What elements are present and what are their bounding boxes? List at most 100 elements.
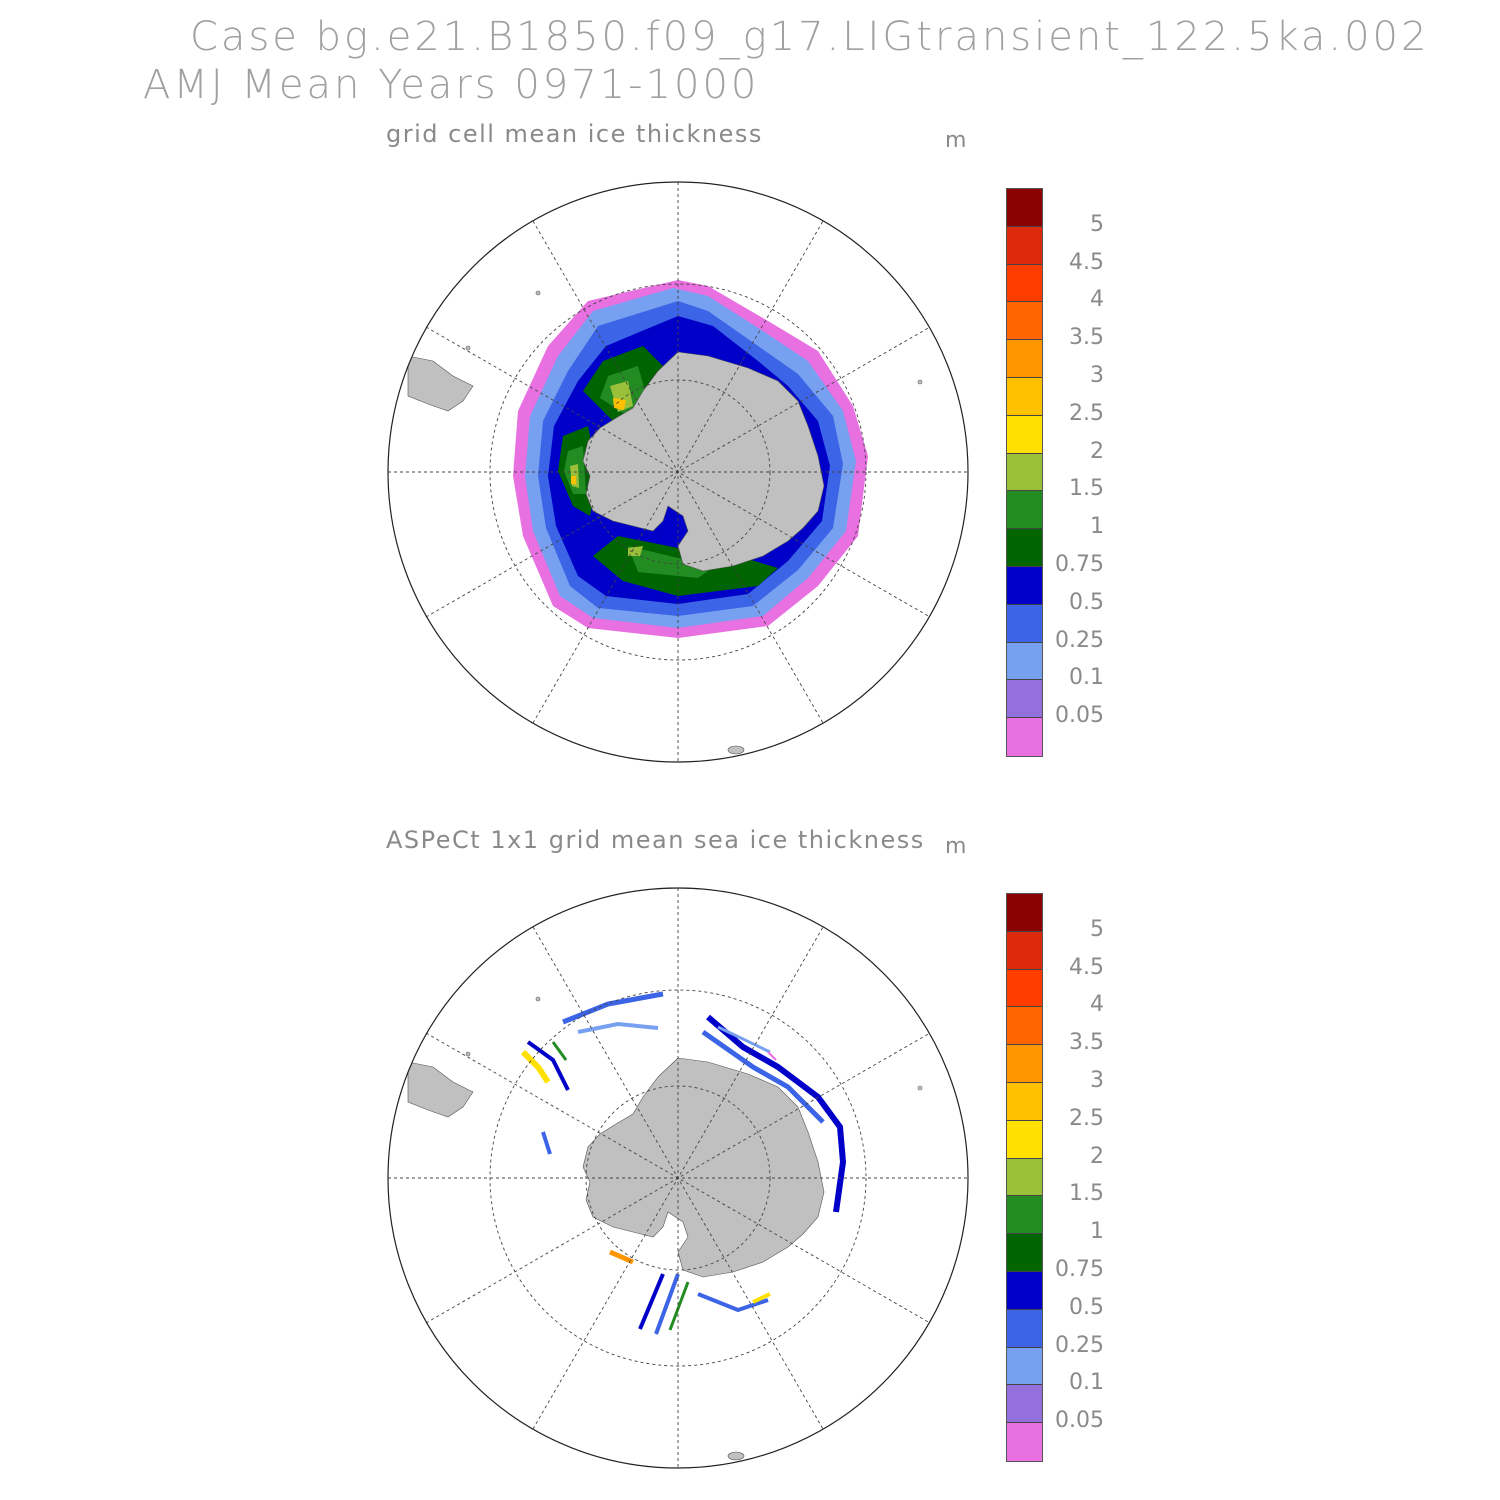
colorbar-segment	[1007, 1082, 1042, 1121]
colorbar-segment	[1007, 264, 1042, 303]
colorbar-segment	[1007, 1385, 1042, 1424]
map-boundary	[387, 887, 969, 1469]
colorbar-label: 0.1	[1069, 1370, 1104, 1396]
colorbar-segment	[1007, 604, 1042, 643]
ice-band-2.5	[571, 398, 626, 484]
colorbar-label: 0.5	[1069, 589, 1104, 615]
island-marker	[535, 996, 541, 1002]
island-marker	[727, 1451, 745, 1461]
colorbar-segment	[1007, 302, 1042, 341]
colorbar-label: 1	[1090, 1219, 1104, 1245]
colorbar-label: 3.5	[1069, 325, 1104, 351]
panel1-unit: m	[945, 128, 967, 153]
island-marker	[917, 1085, 923, 1091]
colorbar-label: 0.05	[1055, 703, 1104, 729]
colorbar-label: 5	[1090, 916, 1104, 942]
colorbar-panel1	[1006, 188, 1043, 757]
colorbar-label: 0.1	[1069, 665, 1104, 691]
ice-band-0.75	[558, 346, 778, 596]
colorbar-label: 4.5	[1069, 954, 1104, 980]
track-ross-d	[697, 1292, 769, 1313]
colorbar-label: 4	[1090, 287, 1104, 313]
map-boundary	[387, 181, 969, 763]
colorbar-label: 0.75	[1055, 552, 1104, 577]
colorbar-panel2	[1006, 893, 1043, 1462]
track-weddell-2	[577, 1021, 659, 1034]
island-marker	[465, 345, 471, 351]
panel1-title: grid cell mean ice thickness	[386, 120, 763, 148]
track-peninsula-3	[551, 1041, 568, 1061]
colorbar-label: 3	[1090, 1068, 1104, 1093]
colorbar-label: 0.05	[1055, 1408, 1104, 1434]
colorbar-segment	[1007, 415, 1042, 454]
aspect-ice-thickness-map	[387, 887, 969, 1469]
colorbar-label: 1	[1090, 514, 1104, 540]
colorbar-segment	[1007, 1234, 1042, 1272]
colorbar-segment	[1007, 969, 1042, 1008]
track-weddell	[562, 991, 664, 1025]
track-ross-c	[668, 1281, 690, 1331]
colorbar-segment	[1007, 642, 1042, 681]
graticule	[388, 182, 968, 762]
colorbar-label: 2	[1090, 438, 1104, 464]
panel2-unit: m	[945, 834, 967, 859]
track-ross-b	[654, 1273, 680, 1335]
figure-title-period: AMJ Mean Years 0971-1000	[143, 62, 760, 108]
colorbar-segment	[1007, 529, 1042, 567]
antarctica-land	[582, 1057, 825, 1278]
colorbar-segment	[1007, 1423, 1042, 1461]
colorbar-segment	[1007, 894, 1042, 932]
colorbar-segment	[1007, 1007, 1042, 1046]
graticule	[388, 888, 968, 1468]
colorbar-label: 2.5	[1069, 1105, 1104, 1131]
colorbar-label: 0.25	[1055, 627, 1104, 653]
colorbar-segment	[1007, 1158, 1042, 1197]
south-america-land	[407, 355, 474, 412]
antarctica-land	[582, 351, 825, 572]
colorbar-label: 0.75	[1055, 1257, 1104, 1282]
island-marker	[465, 1051, 471, 1057]
figure-title-case: Case bg.e21.B1850.f09_g17.LIGtransient_1…	[190, 14, 1430, 60]
colorbar-label: 1.5	[1069, 476, 1104, 502]
colorbar-segment	[1007, 453, 1042, 492]
colorbar-label: 1.5	[1069, 1181, 1104, 1207]
colorbar-segment	[1007, 1309, 1042, 1348]
colorbar-segment	[1007, 1196, 1042, 1235]
model-ice-thickness-map	[387, 181, 969, 763]
track-pink	[767, 1051, 777, 1061]
colorbar-label: 5	[1090, 211, 1104, 237]
island-marker	[727, 745, 745, 755]
panel2-title: ASPeCt 1x1 grid mean sea ice thickness	[386, 826, 925, 854]
colorbar-segment	[1007, 377, 1042, 416]
track-peninsula	[520, 1049, 551, 1084]
track-ross-a	[638, 1273, 665, 1330]
colorbar-segment	[1007, 566, 1042, 605]
colorbar-segment	[1007, 226, 1042, 265]
track-amundsen	[609, 1249, 634, 1265]
colorbar-label: 3	[1090, 363, 1104, 388]
colorbar-label: 3.5	[1069, 1030, 1104, 1056]
track-bellingshausen	[541, 1131, 552, 1155]
island-marker	[917, 379, 923, 385]
track-east-2	[701, 1029, 825, 1124]
track-east-3	[717, 1025, 771, 1054]
colorbar-label: 2	[1090, 1143, 1104, 1169]
track-yellow-east	[752, 1292, 771, 1304]
colorbar-label: 4	[1090, 992, 1104, 1018]
colorbar-segment	[1007, 1347, 1042, 1386]
colorbar-segment	[1007, 189, 1042, 227]
south-america-land	[407, 1061, 474, 1118]
island-marker	[535, 290, 541, 296]
colorbar-label: 4.5	[1069, 249, 1104, 275]
colorbar-segment	[1007, 340, 1042, 378]
colorbar-segment	[1007, 718, 1042, 756]
colorbar-segment	[1007, 1045, 1042, 1083]
colorbar-label: 2.5	[1069, 400, 1104, 426]
colorbar-segment	[1007, 680, 1042, 719]
colorbar-segment	[1007, 1271, 1042, 1310]
colorbar-segment	[1007, 1120, 1042, 1159]
colorbar-segment	[1007, 491, 1042, 530]
colorbar-label: 0.5	[1069, 1294, 1104, 1320]
colorbar-label: 0.25	[1055, 1332, 1104, 1358]
track-peninsula-2	[526, 1040, 570, 1091]
